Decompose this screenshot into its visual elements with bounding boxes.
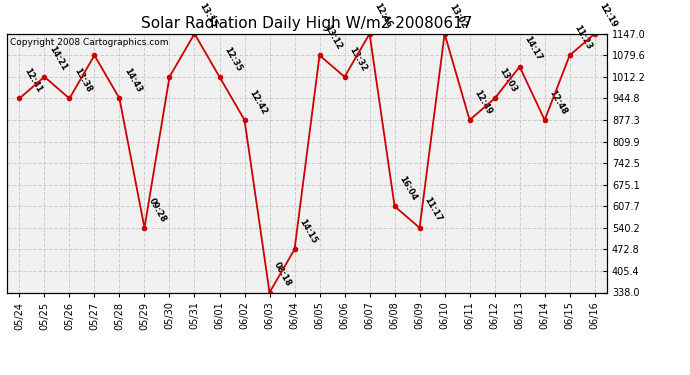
- Text: 13:15: 13:15: [197, 2, 219, 30]
- Text: 12:41: 12:41: [22, 66, 43, 94]
- Text: 14:15: 14:15: [297, 217, 319, 245]
- Text: 09:28: 09:28: [147, 196, 168, 223]
- Text: Copyright 2008 Cartographics.com: Copyright 2008 Cartographics.com: [10, 38, 168, 46]
- Text: 12:49: 12:49: [473, 88, 493, 116]
- Text: 13:02: 13:02: [447, 2, 469, 30]
- Text: 08:18: 08:18: [273, 261, 293, 288]
- Text: 12:46: 12:46: [373, 2, 393, 30]
- Text: 14:43: 14:43: [122, 67, 144, 94]
- Text: 12:42: 12:42: [247, 88, 268, 116]
- Text: 11:23: 11:23: [573, 24, 593, 51]
- Text: 12:35: 12:35: [222, 45, 244, 73]
- Text: 14:21: 14:21: [47, 45, 68, 73]
- Text: 13:03: 13:03: [497, 67, 518, 94]
- Text: 12:19: 12:19: [598, 2, 619, 30]
- Title: Solar Radiation Daily High W/m2 20080617: Solar Radiation Daily High W/m2 20080617: [141, 16, 473, 31]
- Text: 16:04: 16:04: [397, 174, 419, 202]
- Text: 13:12: 13:12: [322, 24, 344, 51]
- Text: 12:48: 12:48: [547, 88, 569, 116]
- Text: 14:17: 14:17: [522, 35, 544, 63]
- Text: 11:17: 11:17: [422, 196, 444, 223]
- Text: 13:32: 13:32: [347, 45, 368, 73]
- Text: 13:38: 13:38: [72, 67, 93, 94]
